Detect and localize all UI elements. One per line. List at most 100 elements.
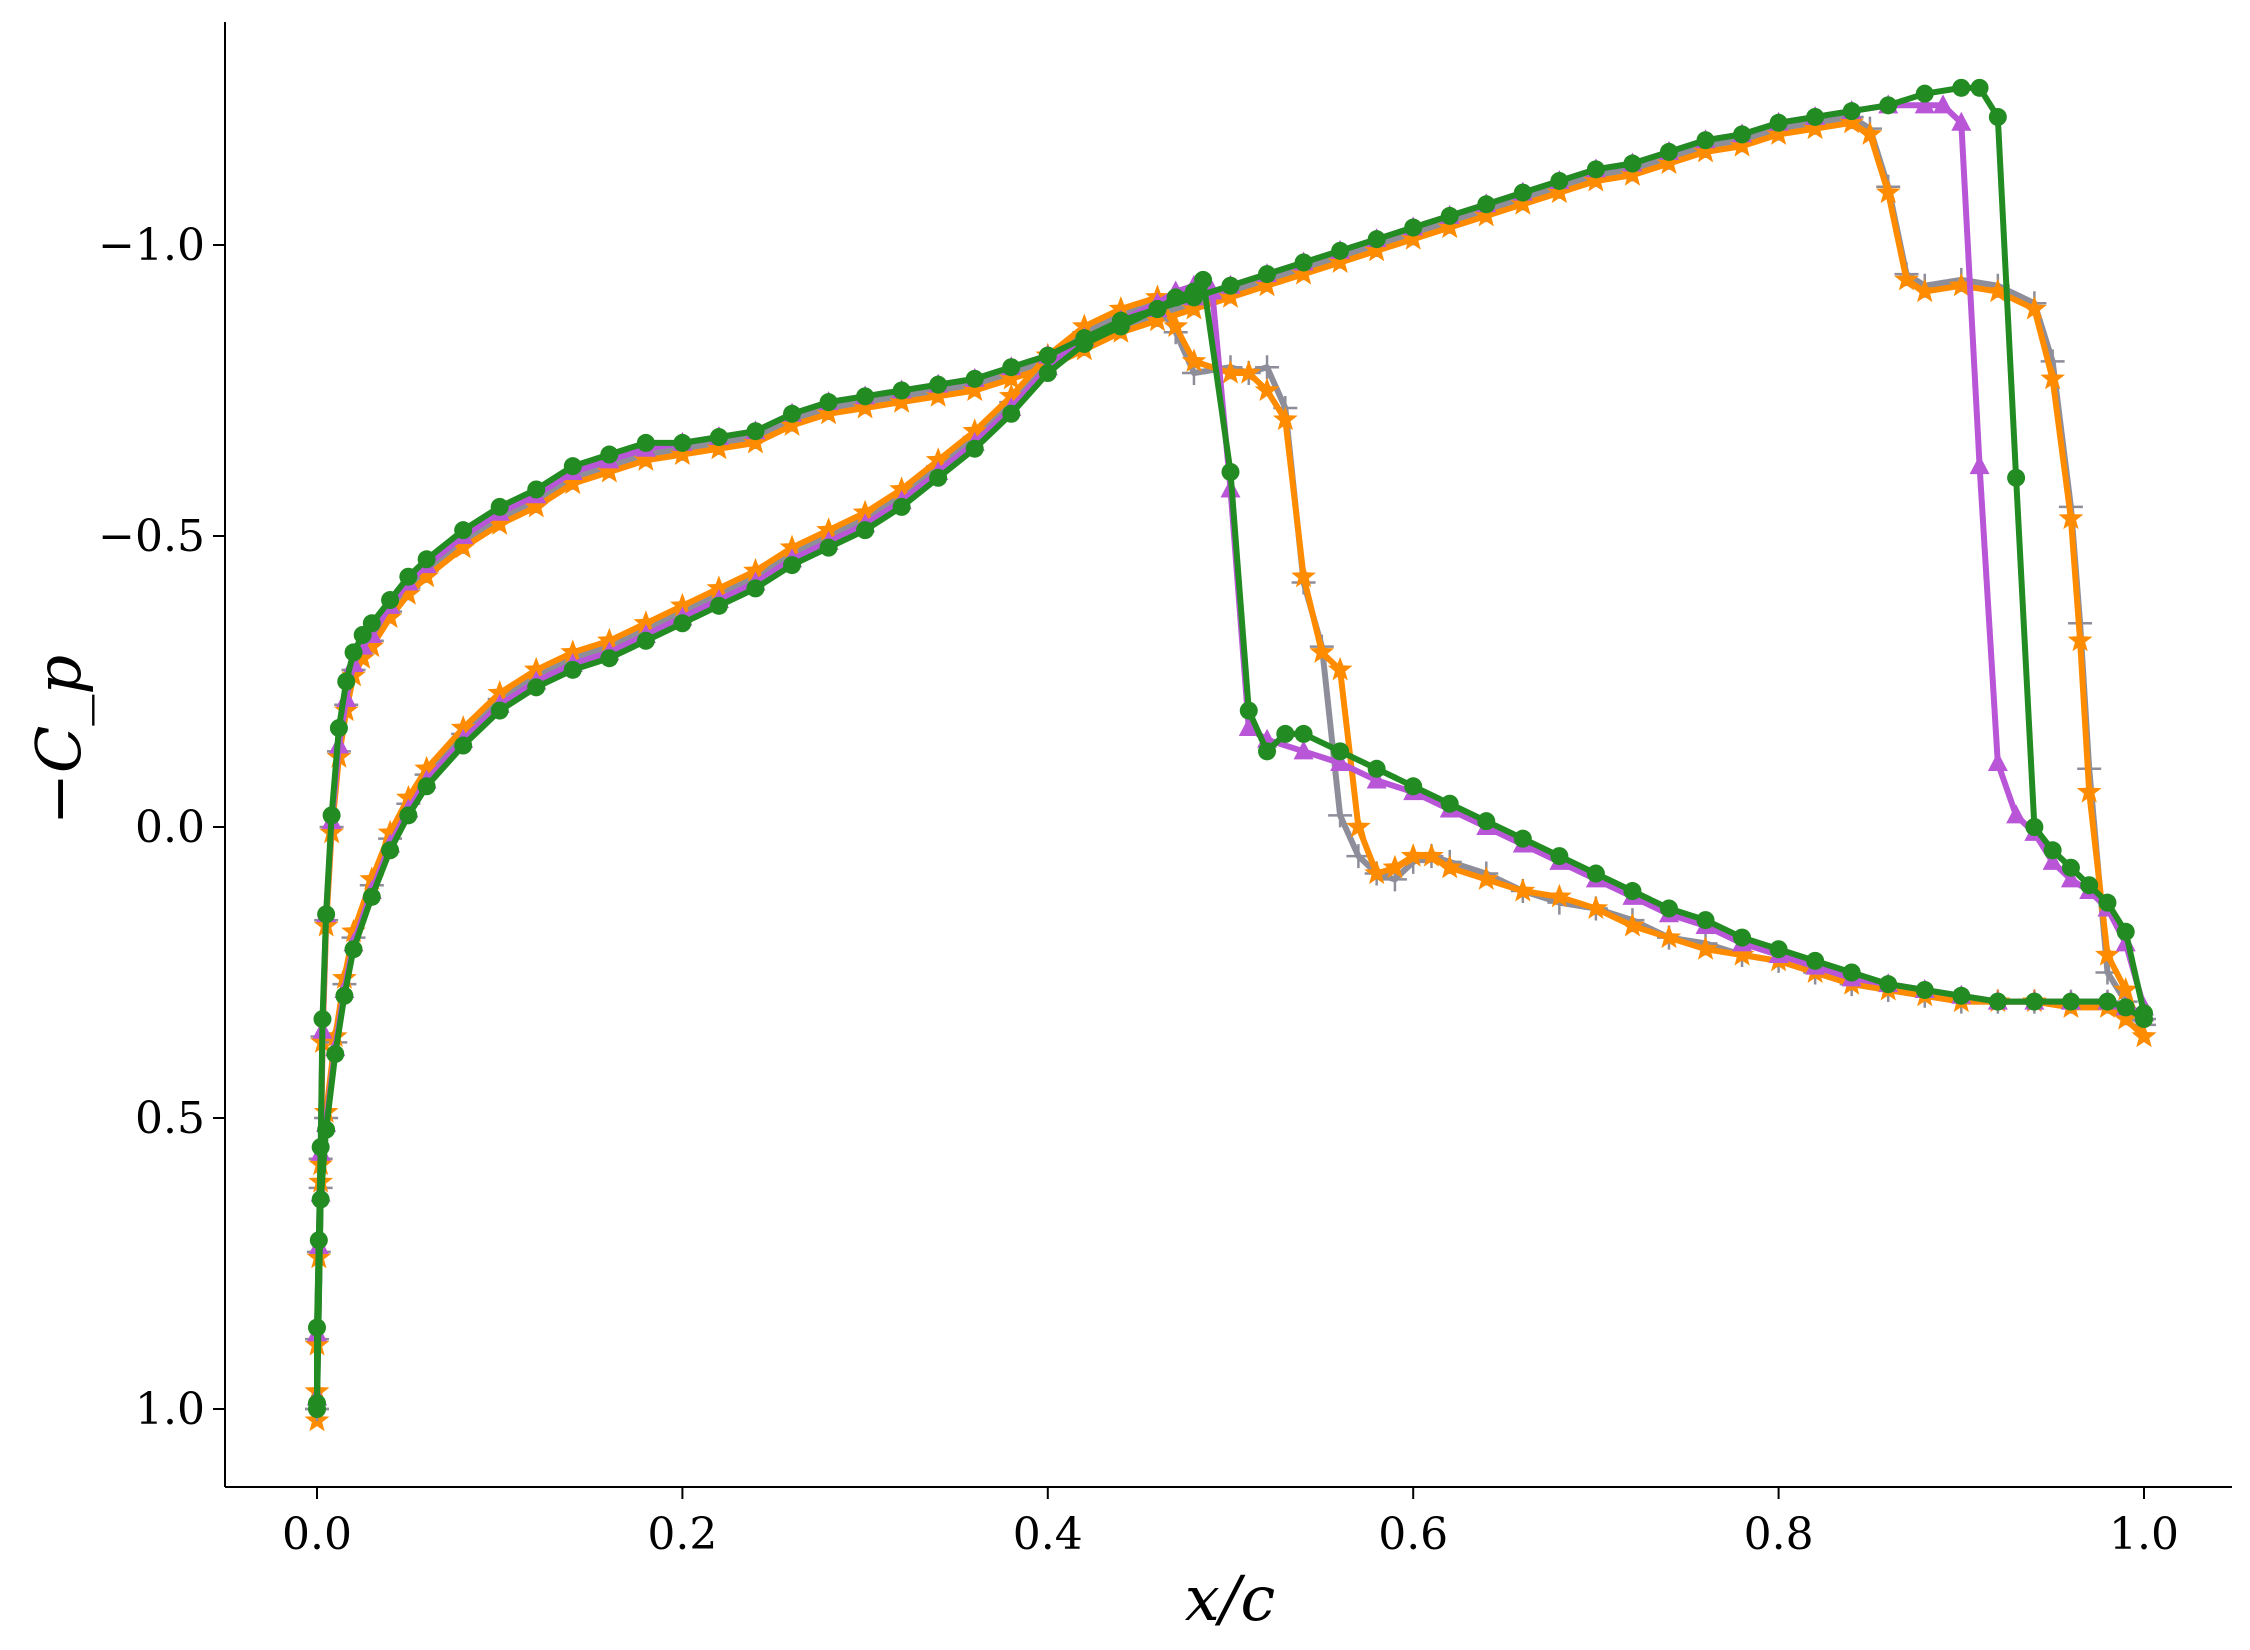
series-5	[307, 274, 2154, 1406]
data-point	[1766, 121, 1791, 145]
data-point	[1404, 218, 1423, 237]
data-point	[1366, 769, 1387, 789]
data-point	[2006, 804, 2027, 824]
data-point	[1879, 975, 1898, 994]
x-tick-label: 0.6	[1378, 1509, 1448, 1560]
data-point	[856, 521, 875, 540]
data-point	[1733, 928, 1752, 947]
data-point	[1075, 334, 1094, 353]
data-point	[523, 493, 549, 518]
data-point	[1327, 656, 1353, 681]
data-point	[560, 639, 586, 663]
data-point	[1547, 883, 1572, 908]
data-point	[377, 604, 403, 628]
series-1	[304, 109, 2157, 1432]
data-point	[1437, 854, 1463, 879]
x-tick-label: 0.0	[282, 1509, 352, 1560]
data-point	[673, 433, 692, 452]
data-point	[2022, 296, 2047, 320]
data-point	[1148, 300, 1167, 319]
data-point	[326, 1044, 345, 1063]
data-point	[2042, 850, 2063, 870]
data-point	[1346, 814, 1371, 838]
data-point	[417, 777, 436, 796]
data-point	[527, 678, 546, 697]
data-point	[560, 470, 586, 495]
data-point	[1933, 94, 1954, 114]
data-point	[962, 418, 988, 442]
data-point	[1473, 866, 1499, 890]
data-point	[816, 517, 841, 541]
data-point	[1419, 843, 1444, 867]
data-point	[779, 534, 805, 559]
data-point	[706, 435, 732, 460]
data-point	[1510, 191, 1536, 215]
data-point	[396, 784, 421, 809]
data-point	[1038, 364, 1057, 383]
data-point	[1331, 742, 1350, 761]
data-point	[965, 369, 984, 388]
data-point	[1272, 406, 1298, 431]
data-point	[1656, 150, 1682, 174]
data-point	[1513, 829, 1532, 848]
data-point	[852, 395, 878, 419]
data-point	[1404, 777, 1423, 796]
data-point	[1382, 854, 1408, 879]
data-point	[2025, 818, 2044, 836]
data-point	[399, 567, 418, 586]
data-point	[1239, 701, 1258, 720]
data-point	[1236, 360, 1262, 384]
data-point	[1258, 742, 1277, 761]
data-point	[308, 1400, 326, 1418]
y-tick-label: −1.0	[98, 220, 205, 271]
data-point	[1437, 214, 1463, 239]
data-point	[350, 645, 375, 669]
data-point	[1238, 717, 1259, 737]
data-point	[2058, 505, 2084, 530]
data-point	[2095, 942, 2120, 966]
data-point	[2061, 858, 2080, 877]
data-point	[1513, 183, 1532, 202]
data-point	[1309, 639, 1335, 663]
data-point	[783, 404, 802, 423]
axes	[224, 22, 2232, 1488]
data-point	[377, 819, 403, 844]
data-point	[313, 1010, 332, 1029]
data-point	[396, 581, 421, 605]
data-point	[1440, 206, 1459, 225]
data-point	[929, 375, 948, 394]
data-point	[1857, 121, 1883, 145]
data-point	[1331, 241, 1350, 260]
data-point	[633, 610, 659, 634]
data-point	[709, 596, 728, 615]
data-point	[889, 476, 914, 500]
data-point	[1258, 265, 1277, 284]
data-point	[998, 383, 1024, 407]
data-point	[1218, 360, 1243, 384]
data-point	[1328, 803, 1353, 828]
data-point	[1970, 78, 1989, 97]
x-ticks: 0.0 0.2 0.4 0.6 0.8 1.0	[282, 1487, 2179, 1560]
data-point	[1586, 864, 1605, 883]
data-point	[1477, 195, 1496, 214]
data-point	[1254, 377, 1280, 401]
data-point	[1221, 462, 1240, 481]
data-point	[925, 447, 951, 471]
data-point	[709, 428, 728, 447]
data-point	[359, 866, 385, 890]
data-point	[1583, 168, 1609, 192]
data-point	[856, 387, 875, 406]
series-line	[314, 114, 2147, 1412]
data-point	[925, 383, 951, 407]
data-point	[1221, 276, 1240, 295]
data-point	[450, 534, 476, 559]
data-point	[1842, 963, 1861, 982]
data-point	[2113, 1006, 2139, 1030]
data-point	[2135, 1010, 2153, 1029]
data-point	[2061, 992, 2080, 1011]
y-tick-label: 1.0	[135, 1384, 205, 1435]
data-point	[636, 631, 655, 650]
data-point	[1656, 924, 1682, 949]
data-point	[1659, 142, 1678, 161]
